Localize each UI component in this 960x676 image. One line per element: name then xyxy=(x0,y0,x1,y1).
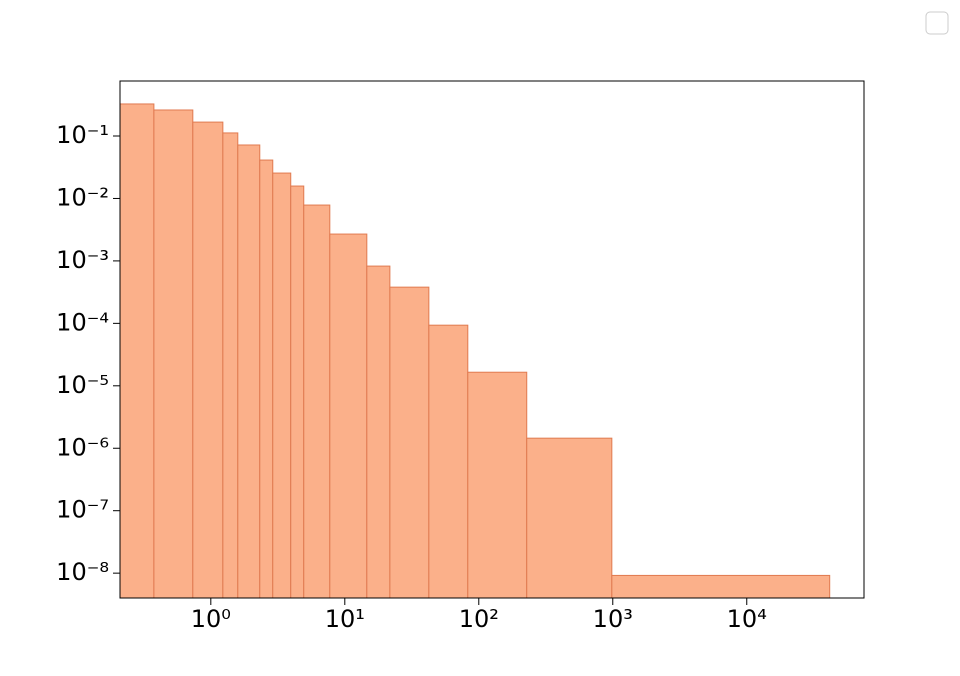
y-tick-label: 10⁻⁵ xyxy=(56,371,109,399)
x-tick-label: 10² xyxy=(459,605,499,633)
bar xyxy=(290,185,305,598)
bar xyxy=(526,437,613,598)
legend xyxy=(925,11,949,35)
bar xyxy=(259,159,274,598)
bar xyxy=(272,172,292,598)
bar xyxy=(153,109,194,598)
y-tick-label: 10⁻⁴ xyxy=(56,308,109,336)
y-tick-label: 10⁻¹ xyxy=(56,121,109,149)
bar xyxy=(611,574,831,598)
x-tick-label: 10⁰ xyxy=(191,605,231,633)
y-tick-label: 10⁻³ xyxy=(56,246,109,274)
bar xyxy=(428,324,469,598)
bar xyxy=(467,371,528,598)
plot-area xyxy=(120,103,831,598)
bar xyxy=(329,233,368,598)
bar xyxy=(237,144,261,598)
x-tick-label: 10³ xyxy=(593,605,633,633)
bar xyxy=(389,286,430,598)
bar xyxy=(120,103,155,598)
x-tick-label: 10¹ xyxy=(325,605,365,633)
bar xyxy=(222,132,239,598)
bar xyxy=(192,121,224,598)
bar xyxy=(366,265,391,598)
y-tick-label: 10⁻⁷ xyxy=(56,496,109,524)
x-tick-label: 10⁴ xyxy=(727,605,767,633)
axes-frame xyxy=(119,80,865,599)
bar xyxy=(303,204,331,598)
y-tick-label: 10⁻⁸ xyxy=(56,558,109,586)
y-tick-label: 10⁻⁶ xyxy=(56,433,109,461)
y-tick-label: 10⁻² xyxy=(56,183,109,211)
